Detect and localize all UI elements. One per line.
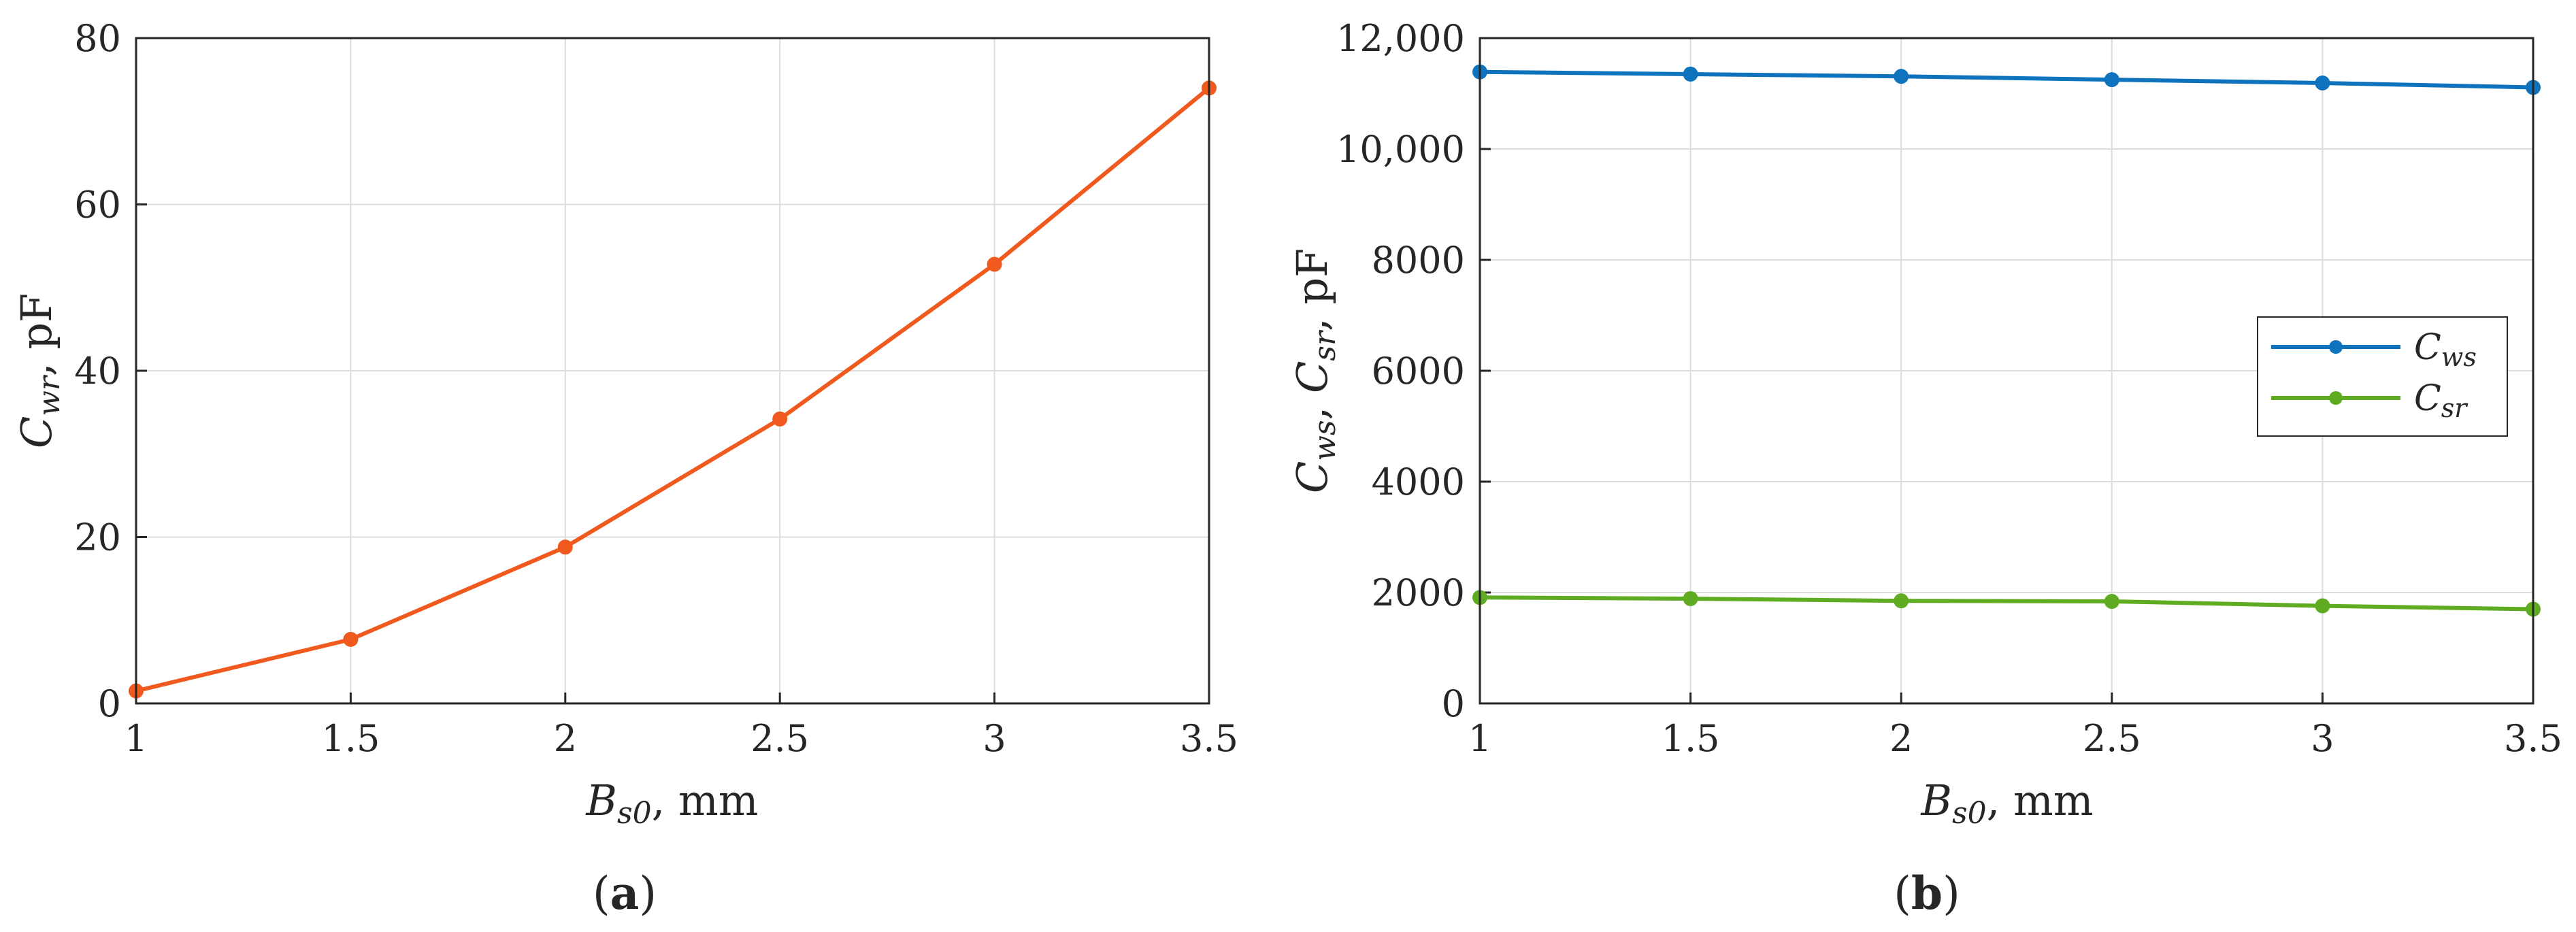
y-tick-label-a: 80 (74, 17, 121, 60)
legend-marker-sr (2329, 391, 2343, 405)
x-tick-label-b: 3.5 (2504, 717, 2562, 760)
y-tick-label-b: 0 (1442, 682, 1465, 725)
x-tick-label-b: 1.5 (1662, 717, 1720, 760)
y-tick-label-b: 6000 (1372, 350, 1465, 393)
y-tick-label-b: 8000 (1372, 239, 1465, 282)
data-point-a-0 (772, 411, 788, 427)
data-point-a-0 (557, 539, 573, 555)
data-point-b-1 (2104, 594, 2119, 610)
y-tick-label-a: 60 (74, 184, 121, 227)
legend-b: Cws Csr (2257, 316, 2508, 437)
tick-labels-b: 1 1.5 2 2.5 3 3.5 0 2000 4000 6000 8000 10,000 12,00… (1336, 17, 2562, 760)
legend-box (2257, 316, 2508, 437)
x-tick-label-b: 1 (1468, 717, 1491, 760)
x-tick-label-a: 3.5 (1180, 717, 1238, 760)
x-tick-label-a: 2.5 (750, 717, 809, 760)
plot-frame-b (1479, 37, 2534, 705)
panel-label-a: (a) (593, 867, 657, 920)
data-point-b-0 (2104, 72, 2119, 88)
legend-label-sr: Csr (2414, 378, 2468, 423)
chart-a: 1 1.5 2 2.5 3 3.5 0 20 40 60 80 Bs0, mm Cwr, pF (a… (12, 17, 1238, 920)
data-point-b-0 (1894, 69, 1909, 84)
y-tick-label-a: 40 (74, 350, 121, 393)
series-line-b-0 (1479, 69, 2534, 90)
series-line-b-1 (1479, 595, 2534, 612)
series-layer-a (129, 80, 1217, 699)
x-tick-label-a: 1 (125, 717, 148, 760)
y-tick-label-a: 0 (98, 682, 121, 725)
data-point-b-0 (2315, 76, 2330, 91)
x-tick-label-a: 3 (982, 717, 1006, 760)
y-axis-label-b: Cws, Csr, pF (1287, 248, 1342, 493)
panel-label-b: (b) (1894, 867, 1960, 920)
data-point-b-1 (1683, 590, 1698, 606)
chart-b: 1 1.5 2 2.5 3 3.5 0 2000 4000 6000 8000 10,000 12,00… (1287, 17, 2562, 920)
x-axis-label-a: Bs0, mm (585, 776, 758, 831)
data-point-a-0 (343, 631, 359, 647)
plot-frame-a (135, 37, 1210, 705)
legend-marker-ws (2329, 340, 2343, 354)
data-point-b-0 (1683, 66, 1698, 82)
x-tick-label-a: 2 (554, 717, 577, 760)
x-tick-label-b: 2.5 (2083, 717, 2141, 760)
data-point-a-0 (987, 256, 1002, 272)
x-tick-label-b: 3 (2311, 717, 2334, 760)
y-tick-label-b: 2000 (1372, 571, 1465, 614)
x-axis-label-b: Bs0, mm (1920, 776, 2093, 831)
tick-labels-a: 1 1.5 2 2.5 3 3.5 0 20 40 60 80 (74, 17, 1238, 760)
y-axis-label-a: Cwr, pF (12, 293, 67, 448)
x-tick-label-b: 2 (1889, 717, 1913, 760)
y-tick-label-b: 4000 (1372, 461, 1465, 503)
y-tick-label-b: 12,000 (1336, 17, 1465, 60)
y-tick-label-a: 20 (74, 516, 121, 559)
x-tick-label-a: 1.5 (321, 717, 380, 760)
data-point-b-1 (1894, 593, 1909, 609)
series-line-a-0 (135, 86, 1210, 693)
y-tick-label-b: 10,000 (1336, 128, 1465, 171)
legend-label-ws: Cws (2414, 327, 2477, 372)
data-point-b-1 (2315, 598, 2330, 614)
